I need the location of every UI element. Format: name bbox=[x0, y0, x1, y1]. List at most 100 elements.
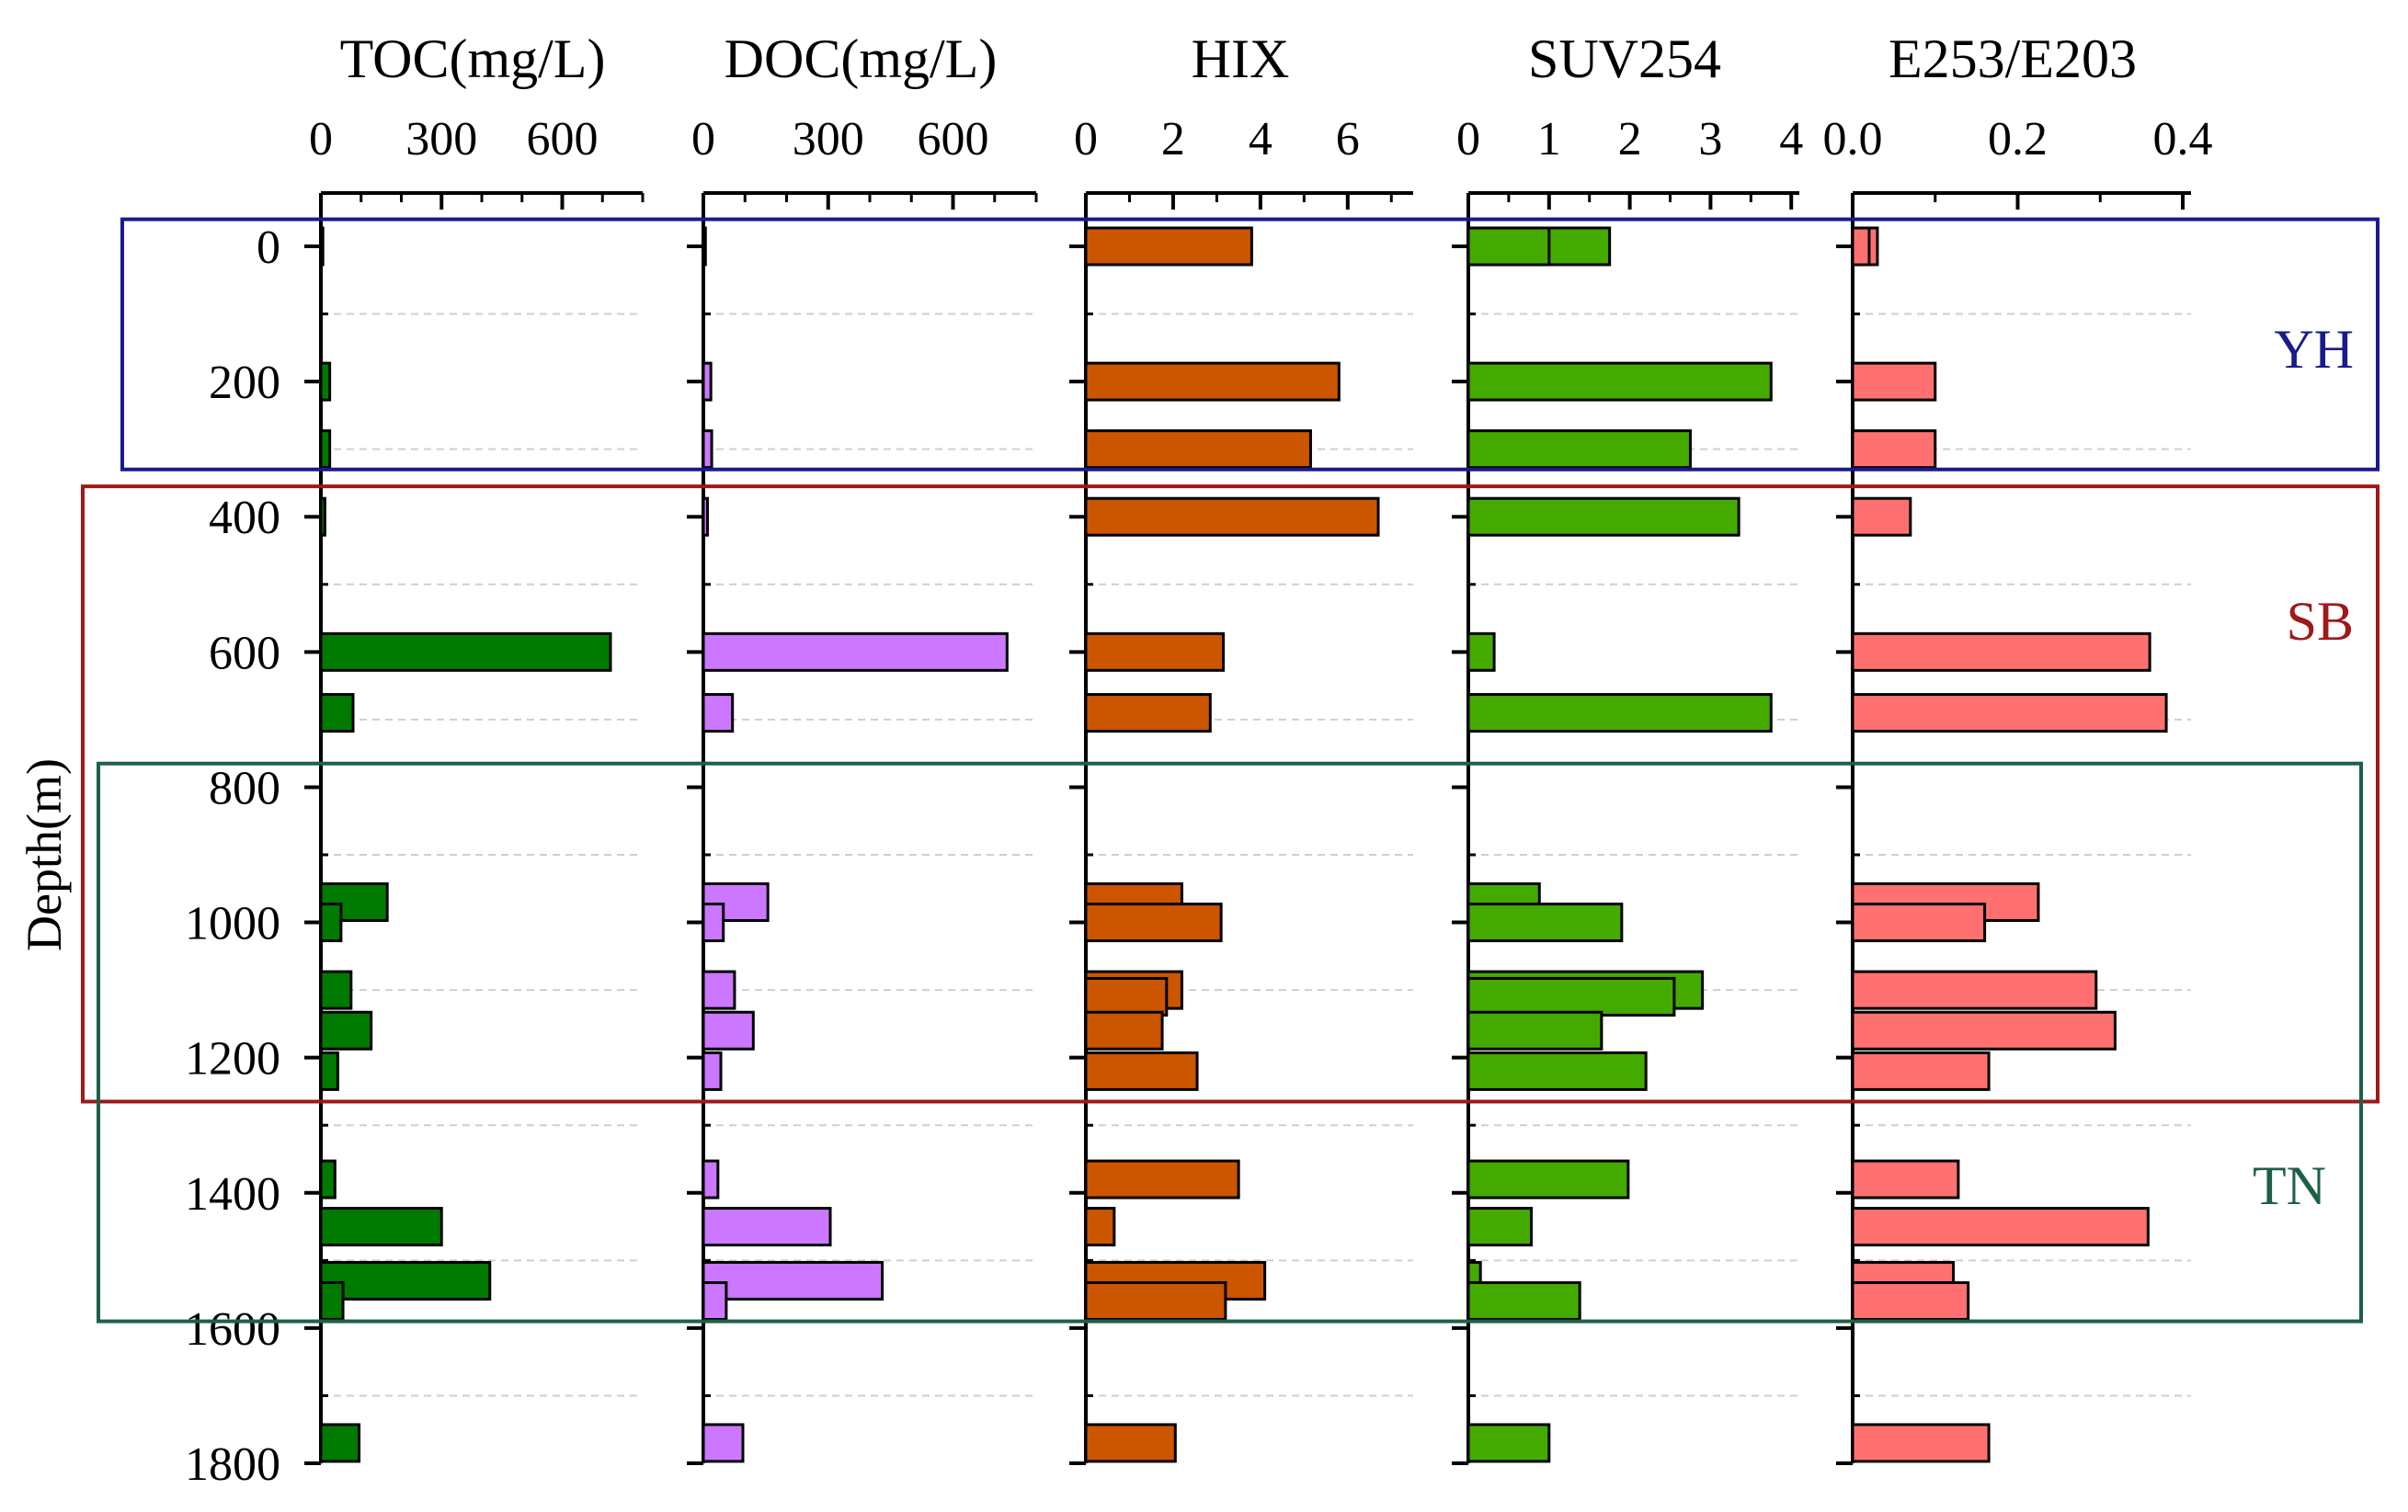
bar-hix bbox=[1084, 903, 1223, 943]
x-tick-label-doc: 300 bbox=[793, 113, 864, 165]
bar-suv254 bbox=[1466, 1280, 1581, 1321]
x-tick-label-suv254: 4 bbox=[1779, 113, 1803, 165]
bar-suv254 bbox=[1466, 361, 1773, 402]
y-tick-label: 1200 bbox=[185, 1033, 280, 1086]
bar-toc bbox=[319, 631, 612, 672]
bar-e253e203 bbox=[1851, 1423, 1991, 1463]
bar-doc bbox=[702, 631, 1009, 672]
bar-hix bbox=[1084, 226, 1253, 267]
bar-e253e203 bbox=[1851, 1207, 2150, 1247]
y-tick-label: 0 bbox=[257, 222, 280, 274]
bar-e253e203 bbox=[1851, 1051, 1991, 1091]
bar-suv254 bbox=[1466, 903, 1624, 943]
bar-toc bbox=[319, 1260, 492, 1301]
bar-toc bbox=[319, 226, 325, 267]
bar-hix bbox=[1084, 1010, 1164, 1051]
bar-doc bbox=[702, 970, 736, 1010]
panel-title-doc: DOC(mg/L) bbox=[725, 28, 998, 89]
panel-title-hix: HIX bbox=[1192, 28, 1290, 89]
x-tick-label-toc: 600 bbox=[527, 113, 599, 165]
bar-suv254 bbox=[1466, 429, 1692, 470]
bar-hix bbox=[1084, 1423, 1177, 1463]
panel-title-toc: TOC(mg/L) bbox=[340, 28, 606, 89]
bar-doc bbox=[702, 1159, 720, 1199]
bar-toc bbox=[319, 1051, 339, 1091]
x-tick-label-hix: 2 bbox=[1161, 113, 1185, 165]
bar-hix bbox=[1084, 1051, 1199, 1091]
x-tick-label-suv254: 0 bbox=[1456, 113, 1480, 165]
bar-toc bbox=[319, 1207, 443, 1247]
bar-doc bbox=[702, 903, 725, 943]
bar-suv254 bbox=[1466, 226, 1551, 267]
bar-doc bbox=[702, 1423, 745, 1463]
bar-suv254 bbox=[1466, 1207, 1533, 1247]
bar-suv254 bbox=[1466, 1423, 1551, 1463]
bar-toc bbox=[319, 496, 326, 537]
bar-doc bbox=[702, 361, 713, 402]
bar-hix bbox=[1084, 631, 1226, 672]
bar-doc bbox=[702, 1260, 884, 1301]
x-tick-label-suv254: 3 bbox=[1698, 113, 1722, 165]
bar-toc bbox=[319, 1280, 345, 1321]
bar-doc bbox=[702, 1051, 723, 1091]
x-tick-label-hix: 0 bbox=[1074, 113, 1098, 165]
bar-toc bbox=[319, 903, 343, 943]
y-tick-label: 1000 bbox=[185, 898, 280, 950]
x-tick-label-toc: 0 bbox=[309, 113, 333, 165]
x-tick-label-doc: 0 bbox=[691, 113, 715, 165]
bar-hix bbox=[1084, 496, 1380, 537]
x-tick-label-hix: 6 bbox=[1336, 113, 1360, 165]
bar-e253e203 bbox=[1851, 226, 1871, 267]
x-tick-label-e253e203: 0.0 bbox=[1823, 113, 1883, 165]
x-tick-label-suv254: 1 bbox=[1537, 113, 1561, 165]
region-box-sb bbox=[81, 484, 2379, 1104]
bar-e253e203 bbox=[1851, 693, 2168, 733]
bar-suv254 bbox=[1466, 1159, 1630, 1199]
bar-hix bbox=[1084, 429, 1312, 470]
bar-e253e203 bbox=[1851, 1280, 1970, 1321]
bar-e253e203 bbox=[1851, 903, 1987, 943]
bar-doc bbox=[702, 693, 735, 733]
bar-toc bbox=[319, 429, 332, 470]
bar-hix bbox=[1084, 1207, 1116, 1247]
bar-toc bbox=[319, 1423, 361, 1463]
y-tick-label: 800 bbox=[209, 762, 280, 814]
bar-hix bbox=[1084, 1280, 1227, 1321]
bar-doc bbox=[702, 226, 707, 267]
x-tick-label-e253e203: 0.2 bbox=[1988, 113, 2048, 165]
bar-e253e203 bbox=[1851, 631, 2151, 672]
bar-hix bbox=[1084, 976, 1169, 1017]
y-tick-label: 400 bbox=[209, 492, 280, 544]
region-box-tn bbox=[97, 761, 2363, 1324]
bar-hix bbox=[1084, 693, 1212, 733]
region-box-yh bbox=[120, 217, 2379, 472]
bar-suv254 bbox=[1466, 1010, 1603, 1051]
x-tick-label-e253e203: 0.4 bbox=[2153, 113, 2213, 165]
region-label-tn: TN bbox=[2253, 1155, 2326, 1216]
bar-toc bbox=[319, 970, 353, 1010]
bar-doc bbox=[702, 1280, 728, 1321]
x-tick-label-hix: 4 bbox=[1249, 113, 1272, 165]
bar-doc bbox=[702, 429, 713, 470]
bar-e253e203 bbox=[1851, 1159, 1960, 1199]
bar-suv254 bbox=[1466, 496, 1740, 537]
bar-suv254 bbox=[1466, 631, 1496, 672]
bar-doc bbox=[702, 1010, 755, 1051]
region-label-sb: SB bbox=[2287, 591, 2354, 652]
region-label-yh: YH bbox=[2274, 319, 2354, 380]
bar-toc bbox=[319, 361, 332, 402]
bar-e253e203 bbox=[1851, 1010, 2117, 1051]
bar-doc bbox=[702, 1207, 832, 1247]
x-tick-label-toc: 300 bbox=[405, 113, 477, 165]
y-tick-label: 1800 bbox=[185, 1438, 280, 1491]
bar-suv254 bbox=[1466, 976, 1676, 1017]
bar-hix bbox=[1084, 361, 1341, 402]
y-axis-label: Depth(m) bbox=[17, 758, 72, 951]
x-tick-label-suv254: 2 bbox=[1618, 113, 1642, 165]
y-tick-label: 1600 bbox=[185, 1303, 280, 1356]
y-tick-label: 600 bbox=[209, 627, 280, 679]
bar-e253e203 bbox=[1851, 361, 1937, 402]
panel-title-suv254: SUV254 bbox=[1528, 28, 1721, 89]
